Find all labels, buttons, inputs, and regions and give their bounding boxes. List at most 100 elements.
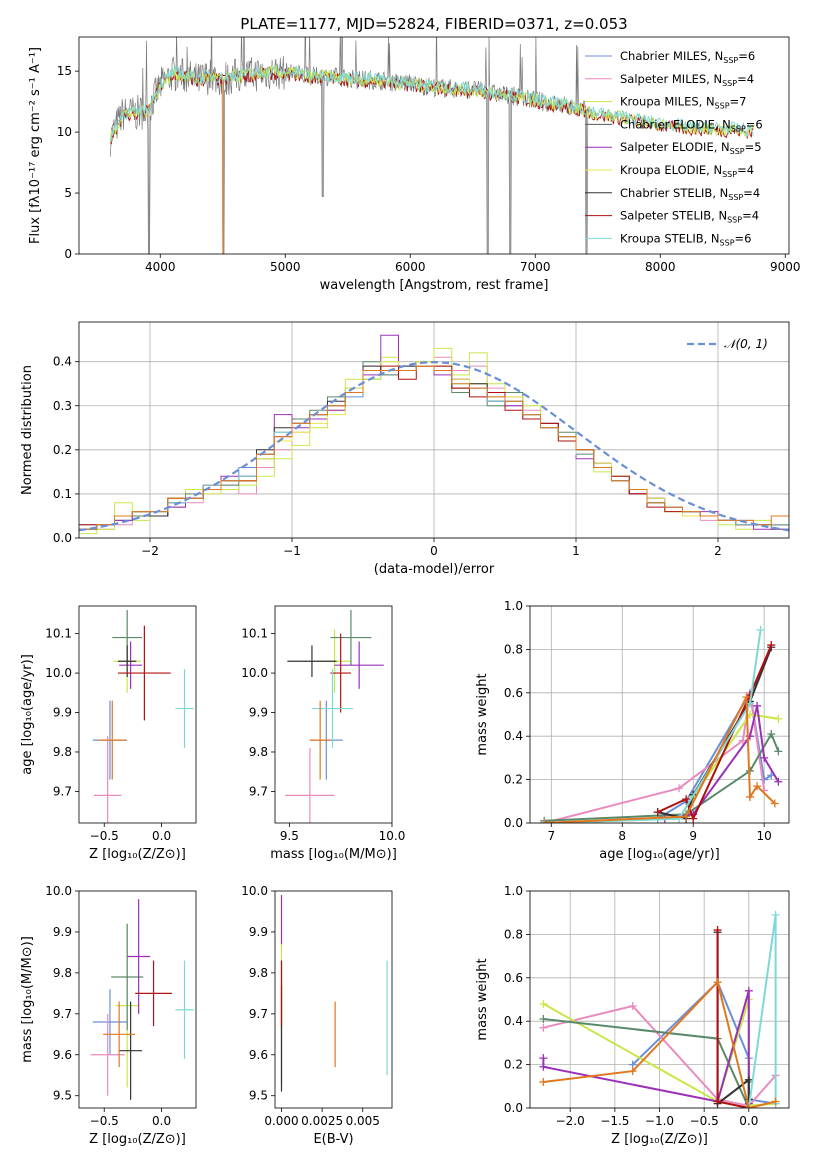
x-tick-label: 6000 [395,260,426,274]
y-tick-label: 0.0 [504,1101,523,1115]
y-tick-label: 0.1 [53,487,72,501]
y-tick-label: 9.8 [249,966,268,980]
plot-area [280,895,388,1092]
legend-subscript: SSP [728,193,743,202]
axes-frame [78,605,197,824]
y-tick-label: 0.8 [504,927,523,941]
plus-marker [742,693,751,702]
plus-marker [756,625,765,634]
y-tick-label: 0.4 [504,1014,523,1028]
plot-area [109,37,754,254]
legend-label: Salpeter MILES, NSSP=4 [620,72,754,88]
legend-count: =4 [742,209,759,223]
x-tick-label: 4000 [145,260,176,274]
y-axis-label: mass weight [475,958,490,1040]
y-tick-label: 9.9 [249,925,268,939]
x-axis-label: Z [log₁₀(Z/Z⊙)] [89,1132,186,1147]
x-tick-label: 0.000 [264,1114,298,1128]
panel-age-vs-z: −0.5 0.0 9.7 9.8 9.9 10.0 10.1 Z [log₁₀(Z/Z⊙)] a… [20,605,197,862]
x-tick-label: 9.5 [280,829,299,843]
y-tick-label: 10.0 [45,666,72,680]
y-tick-label: 9.5 [53,1089,72,1103]
y-tick-label: 0.3 [53,399,72,413]
plus-marker [539,1077,548,1086]
plus-marker [744,1104,753,1108]
y-tick-label: 9.9 [53,925,72,939]
x-tick-label: 8000 [645,260,676,274]
x-tick-label: 2 [714,544,722,558]
y-tick-label: 9.7 [249,784,268,798]
legend-count: =5 [745,140,762,154]
y-tick-label: 9.6 [53,1048,72,1062]
x-tick-label: −2.0 [556,1114,585,1128]
y-tick-label: 0.2 [53,443,72,457]
x-tick-label: 0.0 [152,829,171,843]
plus-marker [682,795,691,804]
y-tick-label: 5 [64,186,72,200]
plot-area [90,899,194,1100]
axes-frame [529,890,790,1109]
plus-marker [767,730,776,739]
x-tick-label: −1.0 [645,1114,674,1128]
plus-marker [774,777,783,786]
x-axis-label: Z [log₁₀(Z/Z⊙)] [89,847,186,862]
y-tick-label: 0.2 [504,1058,523,1072]
x-tick-label: 0.0 [739,1114,758,1128]
axes-frame [78,890,197,1109]
y-tick-label: 0 [64,247,72,261]
panel-spectrum: 4000 5000 6000 7000 8000 9000 0 5 10 15 wavelength… [28,36,801,293]
panel-weight-vs-age: 7 8 9 10 0.0 0.2 0.4 0.6 0.8 1.0 age [log₁₀(age/yr… [475,599,790,862]
plus-marker [738,736,747,745]
x-axis-label: mass [log₁₀(M/M⊙)] [270,847,397,862]
x-tick-label: −1 [283,544,301,558]
y-axis-label: age [log₁₀(age/yr)] [20,654,35,775]
plus-marker [760,753,769,762]
legend-count: =4 [743,186,760,200]
axes-frame [529,605,790,824]
plus-marker [713,978,722,987]
plot-area [539,910,780,1108]
y-tick-label: 10 [57,125,72,139]
plus-marker [760,775,769,784]
x-tick-label: 9000 [770,260,801,274]
legend-subscript: SSP [730,147,745,156]
x-tick-label: −0.5 [690,1114,719,1128]
plus-marker [540,819,549,823]
y-tick-label: 10.0 [241,666,268,680]
plus-marker [628,1067,637,1076]
axes-frame [78,36,790,255]
y-axis-label: Normed distribution [20,365,35,495]
plot-area [92,609,194,823]
x-tick-label: 1 [572,544,580,558]
y-tick-label: 9.7 [53,784,72,798]
y-tick-label: 9.9 [249,706,268,720]
legend-subscript: SSP [715,102,730,111]
legend-label: 𝒩(0, 1) [724,337,768,351]
y-axis-label: mass [log₁₀(M/M⊙)] [20,936,35,1063]
panel-residual-hist: −2 −1 0 1 2 0.0 0.1 0.2 0.3 0.4 (data-model)/error… [20,321,790,577]
plus-marker [539,1023,548,1032]
plus-marker [771,910,780,919]
x-tick-label: 0.0025 [301,1114,343,1128]
plus-marker [767,641,776,650]
x-axis-label: E(B-V) [313,1132,353,1147]
legend-subscript: SSP [720,238,735,247]
spectrum-model-line [109,64,754,143]
y-tick-label: 9.6 [249,1048,268,1062]
x-tick-label: 7000 [520,260,551,274]
x-tick-label: 7 [547,829,555,843]
legend-subscript: SSP [731,124,746,133]
figure-title: PLATE=1177, MJD=52824, FIBERID=0371, z=0… [240,15,627,33]
panel-age-vs-mass: 9.5 10.0 9.7 9.8 9.9 10.0 10.1 mass [log₁₀(M/M⊙… [241,605,405,862]
spectrum-data-line [109,37,589,254]
plus-marker [753,701,762,710]
x-tick-label: 9 [689,829,697,843]
legend-count: =6 [735,231,752,245]
x-tick-label: 0.005 [346,1114,380,1128]
y-tick-label: 10.0 [45,884,72,898]
plot-area [540,625,783,823]
legend-count: =4 [737,163,754,177]
plus-marker [774,747,783,756]
legend-label: Kroupa MILES, NSSP=7 [620,95,746,111]
panel-mass-vs-z: −0.5 0.0 9.5 9.6 9.7 9.8 9.9 10.0 Z [log₁₀(Z/Z⊙)… [20,884,197,1147]
